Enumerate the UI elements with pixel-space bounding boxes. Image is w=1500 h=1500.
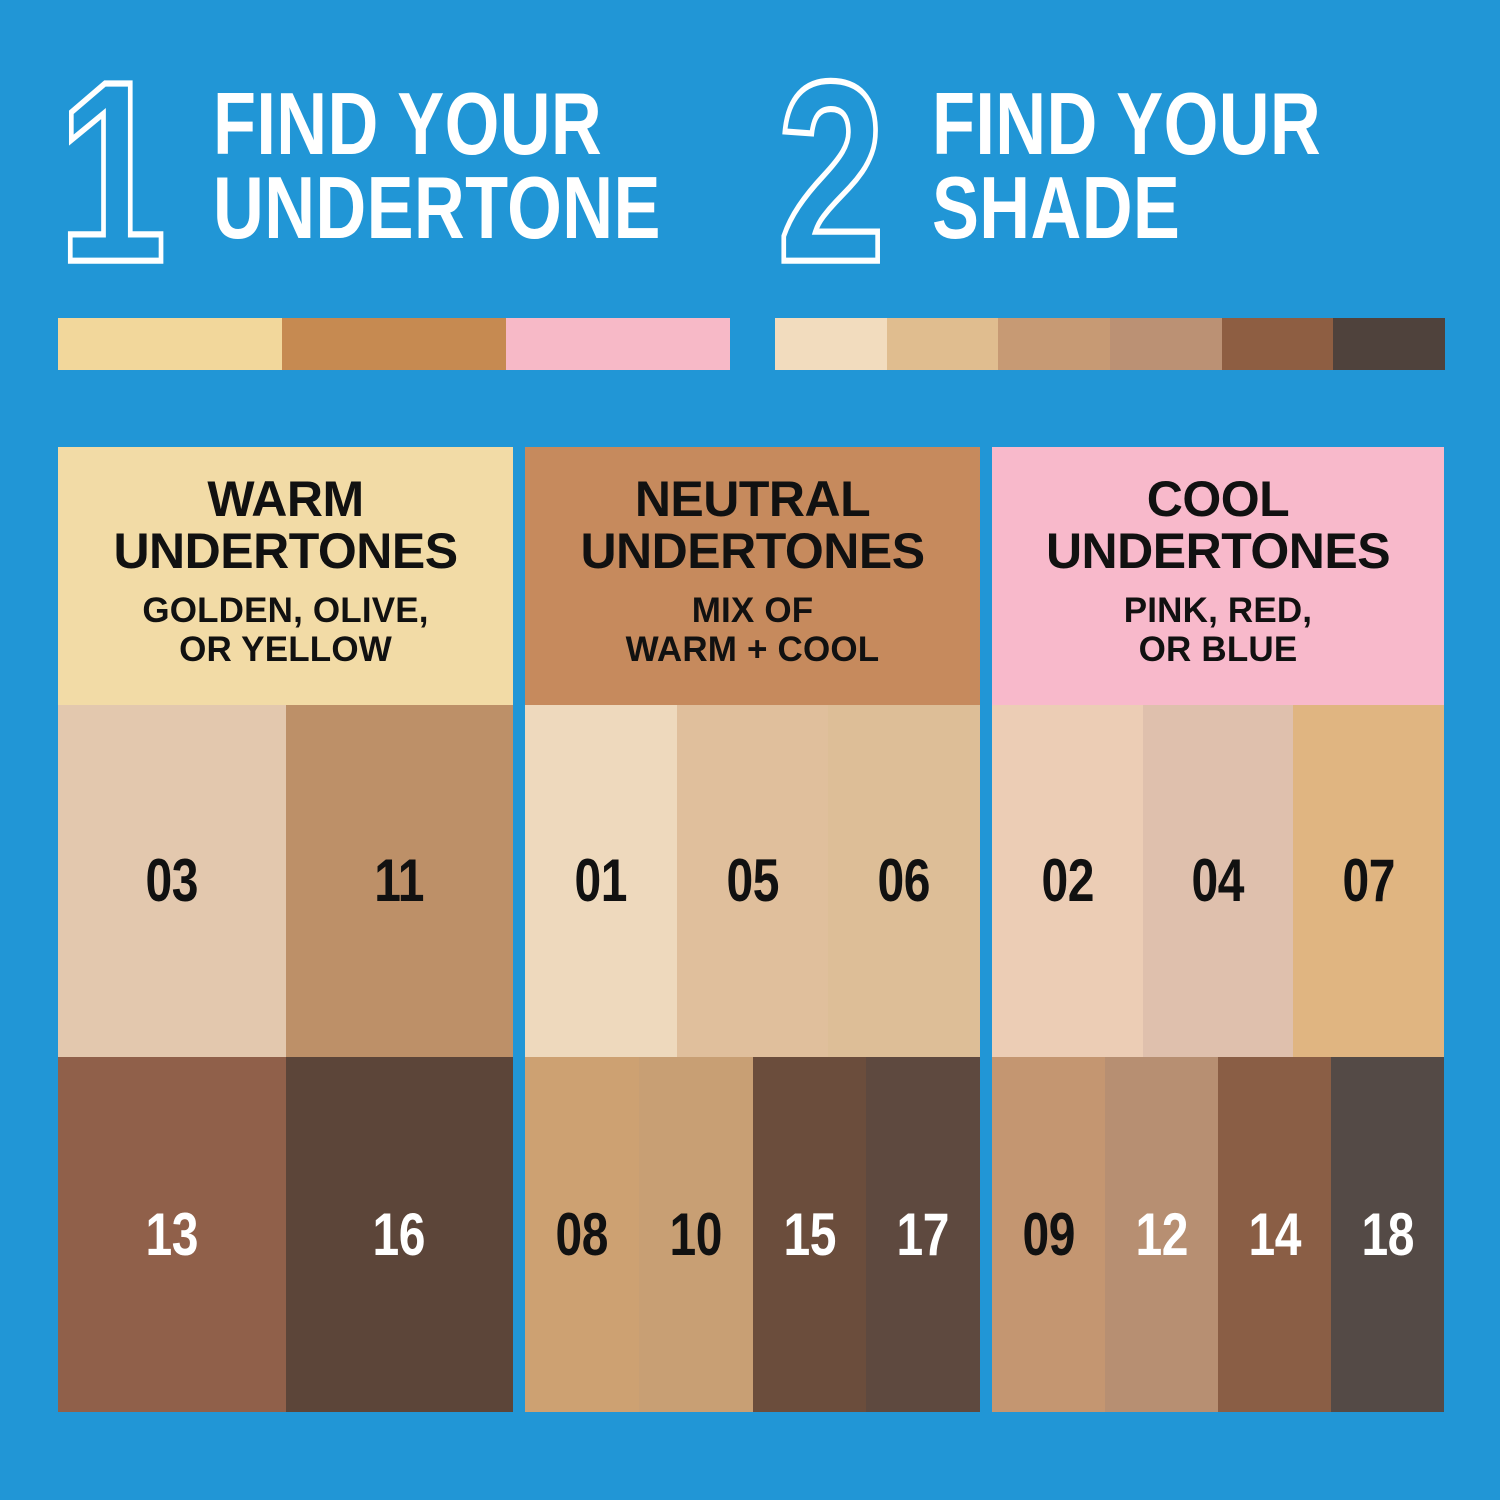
step-2-title-line-1: FIND YOUR — [932, 74, 1322, 173]
column-cool-title-line-2: UNDERTONES — [1045, 523, 1391, 579]
shade-code-label: 10 — [669, 1200, 722, 1268]
step-2: 2 FIND YOUR SHADE — [775, 27, 1450, 380]
column-neutral-title-line-1: NEUTRAL — [634, 471, 871, 527]
column-neutral-title: NEUTRAL UNDERTONES — [580, 471, 925, 579]
column-warm-subtitle: GOLDEN, OLIVE, OR YELLOW — [142, 591, 428, 669]
column-neutral-subtitle: MIX OF WARM + COOL — [626, 591, 880, 669]
shade-swatch-16[interactable]: 16 — [285, 1057, 513, 1412]
shade-code-label: 14 — [1248, 1200, 1301, 1268]
shade-swatch-05[interactable]: 05 — [676, 705, 829, 1057]
shade-code-label: 04 — [1191, 847, 1245, 914]
shade-swatch-10[interactable]: 10 — [638, 1057, 753, 1412]
shade-swatch-07[interactable]: 07 — [1293, 705, 1445, 1057]
shade-swatch-15[interactable]: 15 — [752, 1057, 867, 1412]
step-2-heading: 2 FIND YOUR SHADE — [775, 27, 1450, 316]
shade-code-label: 01 — [574, 847, 628, 914]
step-1-title-line-2: UNDERTONE — [213, 158, 661, 258]
shade-code-label: 13 — [145, 1200, 199, 1268]
column-neutral: NEUTRAL UNDERTONES MIX OF WARM + COOL 01… — [525, 447, 981, 1412]
shade-code-label: 07 — [1342, 847, 1395, 914]
swatch-chip — [1110, 318, 1222, 370]
undertone-swatch-bar — [58, 318, 730, 370]
column-neutral-light-row: 01 05 06 — [525, 705, 981, 1057]
column-warm-title: WARM UNDERTONES — [113, 471, 458, 579]
shade-swatch-06[interactable]: 06 — [828, 705, 981, 1057]
shade-code-label: 15 — [783, 1200, 836, 1268]
step-1-title: FIND YOUR UNDERTONE — [213, 74, 661, 258]
column-cool-subtitle: PINK, RED, OR BLUE — [1124, 591, 1312, 669]
shade-swatch-01[interactable]: 01 — [525, 705, 677, 1057]
shade-code-label: 08 — [555, 1200, 609, 1268]
shade-swatch-04[interactable]: 04 — [1142, 705, 1294, 1057]
swatch-chip — [775, 318, 887, 370]
column-neutral-subtitle-line-1: MIX OF — [691, 591, 814, 630]
shade-swatch-13[interactable]: 13 — [58, 1057, 286, 1412]
column-neutral-subtitle-line-2: WARM + COOL — [625, 630, 880, 670]
shade-code-label: 16 — [373, 1200, 426, 1268]
shade-code-label: 09 — [1022, 1200, 1075, 1268]
shade-code-label: 02 — [1041, 847, 1094, 914]
swatch-chip — [1221, 318, 1334, 370]
shade-swatch-09[interactable]: 09 — [992, 1057, 1105, 1412]
shade-code-label: 11 — [374, 847, 425, 914]
column-warm-subtitle-line-1: GOLDEN, OLIVE, — [142, 591, 429, 630]
column-neutral-header: NEUTRAL UNDERTONES MIX OF WARM + COOL — [525, 447, 980, 705]
swatch-chip — [618, 318, 730, 370]
swatch-chip — [506, 318, 618, 370]
column-cool-subtitle-line-1: PINK, RED, — [1123, 591, 1313, 630]
column-cool-title-line-1: COOL — [1146, 471, 1290, 527]
step-1: 1 FIND YOUR UNDERTONE — [56, 27, 738, 380]
column-neutral-deep-row: 08 10 15 17 — [525, 1057, 980, 1412]
shade-swatch-12[interactable]: 12 — [1105, 1057, 1218, 1412]
shade-code-label: 12 — [1135, 1200, 1188, 1268]
shade-swatch-bar — [775, 318, 1445, 370]
column-cool-deep-row: 09 12 14 18 — [992, 1057, 1444, 1412]
swatch-chip — [998, 318, 1111, 370]
column-cool-header: COOL UNDERTONES PINK, RED, OR BLUE — [992, 447, 1444, 705]
swatch-chip — [886, 318, 999, 370]
shade-swatch-18[interactable]: 18 — [1331, 1057, 1444, 1412]
shade-swatch-02[interactable]: 02 — [992, 705, 1143, 1057]
shade-swatch-03[interactable]: 03 — [58, 705, 286, 1057]
shade-swatch-08[interactable]: 08 — [525, 1057, 639, 1412]
undertone-columns: WARM UNDERTONES GOLDEN, OLIVE, OR YELLOW… — [58, 447, 1445, 1412]
column-warm-light-row: 03 11 — [58, 705, 513, 1057]
step-2-numeral: 2 — [775, 27, 888, 316]
shade-code-label: 18 — [1361, 1200, 1414, 1268]
swatch-chip — [394, 318, 506, 370]
swatch-chip — [282, 318, 394, 370]
step-2-title-line-2: SHADE — [932, 158, 1181, 258]
shade-swatch-14[interactable]: 14 — [1218, 1057, 1331, 1412]
column-cool-title: COOL UNDERTONES — [1045, 471, 1391, 579]
column-warm: WARM UNDERTONES GOLDEN, OLIVE, OR YELLOW… — [58, 447, 513, 1412]
steps-header: 1 FIND YOUR UNDERTONE 2 FIND YOUR SHADE — [0, 0, 1500, 430]
shade-code-label: 17 — [896, 1200, 950, 1268]
swatch-chip — [1333, 318, 1445, 370]
shade-swatch-11[interactable]: 11 — [285, 705, 513, 1057]
shade-code-label: 03 — [145, 847, 199, 914]
step-1-numeral: 1 — [56, 27, 169, 316]
shade-code-label: 05 — [726, 847, 779, 914]
column-cool: COOL UNDERTONES PINK, RED, OR BLUE 02 04 0… — [992, 447, 1445, 1412]
swatch-chip — [170, 318, 282, 370]
step-2-title: FIND YOUR SHADE — [932, 74, 1322, 258]
column-warm-title-line-2: UNDERTONES — [113, 523, 458, 579]
step-1-heading: 1 FIND YOUR UNDERTONE — [56, 27, 738, 316]
shade-swatch-17[interactable]: 17 — [866, 1057, 980, 1412]
shade-code-label: 06 — [877, 847, 931, 914]
swatch-chip — [58, 318, 170, 370]
column-cool-light-row: 02 04 07 — [992, 705, 1445, 1057]
column-cool-subtitle-line-2: OR BLUE — [1138, 630, 1298, 670]
column-warm-subtitle-line-2: OR YELLOW — [179, 630, 392, 670]
step-1-title-line-1: FIND YOUR — [213, 74, 603, 173]
column-warm-header: WARM UNDERTONES GOLDEN, OLIVE, OR YELLOW — [58, 447, 513, 705]
column-warm-title-line-1: WARM — [207, 471, 364, 527]
column-warm-deep-row: 13 16 — [58, 1057, 513, 1412]
column-neutral-title-line-2: UNDERTONES — [580, 523, 925, 579]
